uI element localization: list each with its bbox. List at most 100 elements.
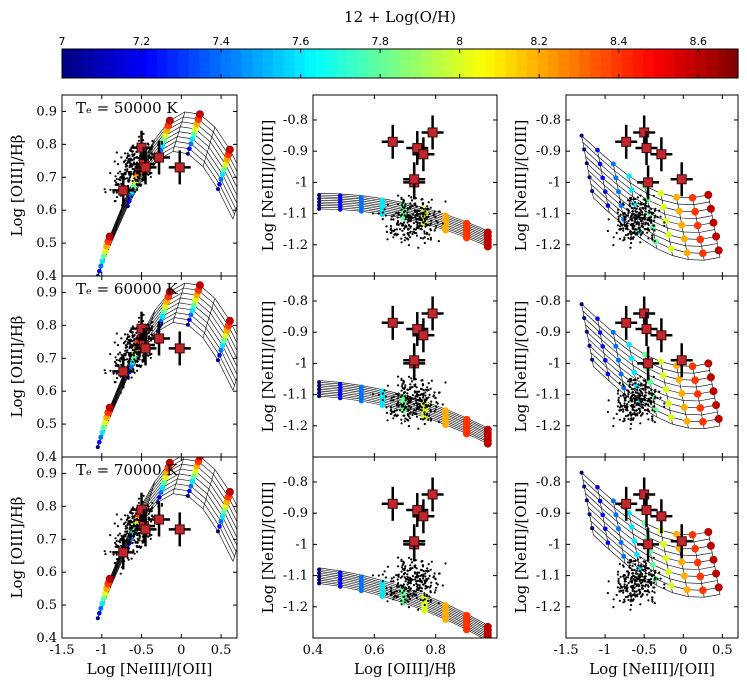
sample-dot: [633, 224, 636, 227]
sample-dot: [407, 425, 410, 428]
model-point: [157, 495, 162, 500]
sample-dot: [617, 570, 620, 573]
sample-dot: [124, 333, 127, 336]
x-tick-label: 0: [177, 643, 185, 658]
model-point: [584, 498, 589, 503]
sample-dot: [409, 567, 412, 570]
sample-dot: [383, 389, 386, 392]
sample-dot: [126, 530, 129, 533]
colorbar-segment: [547, 49, 560, 78]
sample-dot: [619, 225, 622, 228]
colorbar-tick-label: 7: [59, 35, 66, 48]
sample-dot: [641, 406, 644, 409]
sample-dot: [623, 223, 626, 226]
plot-area: [95, 110, 237, 276]
sample-dot: [115, 543, 118, 546]
sample-dot: [436, 583, 439, 586]
colorbar-segment: [167, 49, 179, 78]
colorbar-segment: [304, 49, 317, 78]
sample-dot: [651, 238, 654, 241]
sample-dot: [413, 572, 417, 575]
model-point: [680, 403, 688, 411]
sample-dot: [441, 584, 444, 587]
sample-dot: [390, 593, 393, 596]
model-point: [616, 189, 621, 195]
model-point: [442, 407, 450, 415]
sample-dot: [637, 223, 641, 226]
sample-dot: [434, 408, 437, 411]
sample-dot: [385, 406, 388, 409]
sample-dot: [124, 163, 127, 166]
observed-point: [427, 308, 438, 319]
sample-dot: [429, 236, 432, 239]
sample-dot: [140, 183, 143, 186]
sample-dot: [395, 393, 398, 396]
y-tick-label: 0.7: [36, 170, 57, 185]
sample-dot: [428, 393, 431, 396]
sample-dot: [626, 595, 629, 598]
sample-dot: [433, 410, 436, 413]
model-point: [613, 175, 619, 181]
sample-dot: [651, 598, 654, 601]
model-grid-line: [97, 322, 234, 448]
sample-dot: [138, 174, 141, 177]
sample-dot: [424, 587, 427, 590]
sample-dot: [114, 381, 117, 384]
model-point: [337, 584, 343, 589]
sample-dot: [651, 236, 654, 239]
sample-dot: [429, 409, 432, 412]
observed-point: [639, 127, 650, 138]
sample-dot: [636, 377, 640, 380]
sample-dot: [423, 598, 426, 601]
sample-dot: [416, 571, 419, 575]
sample-dot: [641, 387, 644, 390]
sample-dot: [648, 392, 651, 395]
y-tick-label: -0.9: [536, 144, 561, 159]
colorbar-segment: [357, 49, 369, 78]
observed-point: [418, 330, 429, 341]
sample-dot: [634, 572, 637, 575]
sample-dot: [130, 376, 133, 379]
sample-dot: [429, 419, 432, 422]
sample-dot: [615, 593, 618, 597]
sample-dot: [120, 182, 123, 185]
model-point: [642, 351, 648, 358]
sample-dot: [402, 560, 405, 564]
sample-dot: [430, 581, 433, 584]
sample-dot: [383, 208, 386, 211]
model-point: [579, 302, 584, 307]
sample-dot: [441, 403, 444, 406]
sample-dot: [115, 377, 119, 380]
sample-dot: [630, 241, 633, 245]
sample-dot: [641, 573, 644, 576]
observed-point: [154, 514, 165, 525]
sample-dot: [407, 569, 410, 572]
sample-dot: [411, 394, 414, 397]
sample-dot: [627, 400, 630, 404]
colorbar-segment: [209, 49, 222, 78]
sample-dot: [113, 160, 116, 163]
model-point: [317, 203, 322, 208]
sample-dot: [403, 576, 406, 579]
sample-dot: [621, 383, 625, 386]
sample-dot: [648, 218, 651, 221]
sample-dot: [418, 586, 421, 589]
sample-dot: [638, 228, 641, 231]
sample-dot: [432, 213, 435, 216]
sample-dot: [395, 234, 398, 237]
sample-dot: [653, 591, 656, 594]
sample-dot: [625, 404, 628, 407]
model-point: [587, 175, 592, 180]
model-point: [337, 200, 343, 205]
sample-dot: [635, 388, 638, 391]
sample-dot: [392, 580, 395, 583]
sample-dot: [624, 218, 627, 221]
sample-dot: [119, 541, 122, 544]
model-point: [337, 196, 343, 202]
model-point: [317, 567, 322, 572]
sample-dot: [424, 223, 427, 226]
sample-dot: [636, 215, 639, 218]
sample-dot: [135, 183, 139, 186]
sample-dot: [414, 383, 417, 386]
sample-dot: [392, 576, 395, 579]
